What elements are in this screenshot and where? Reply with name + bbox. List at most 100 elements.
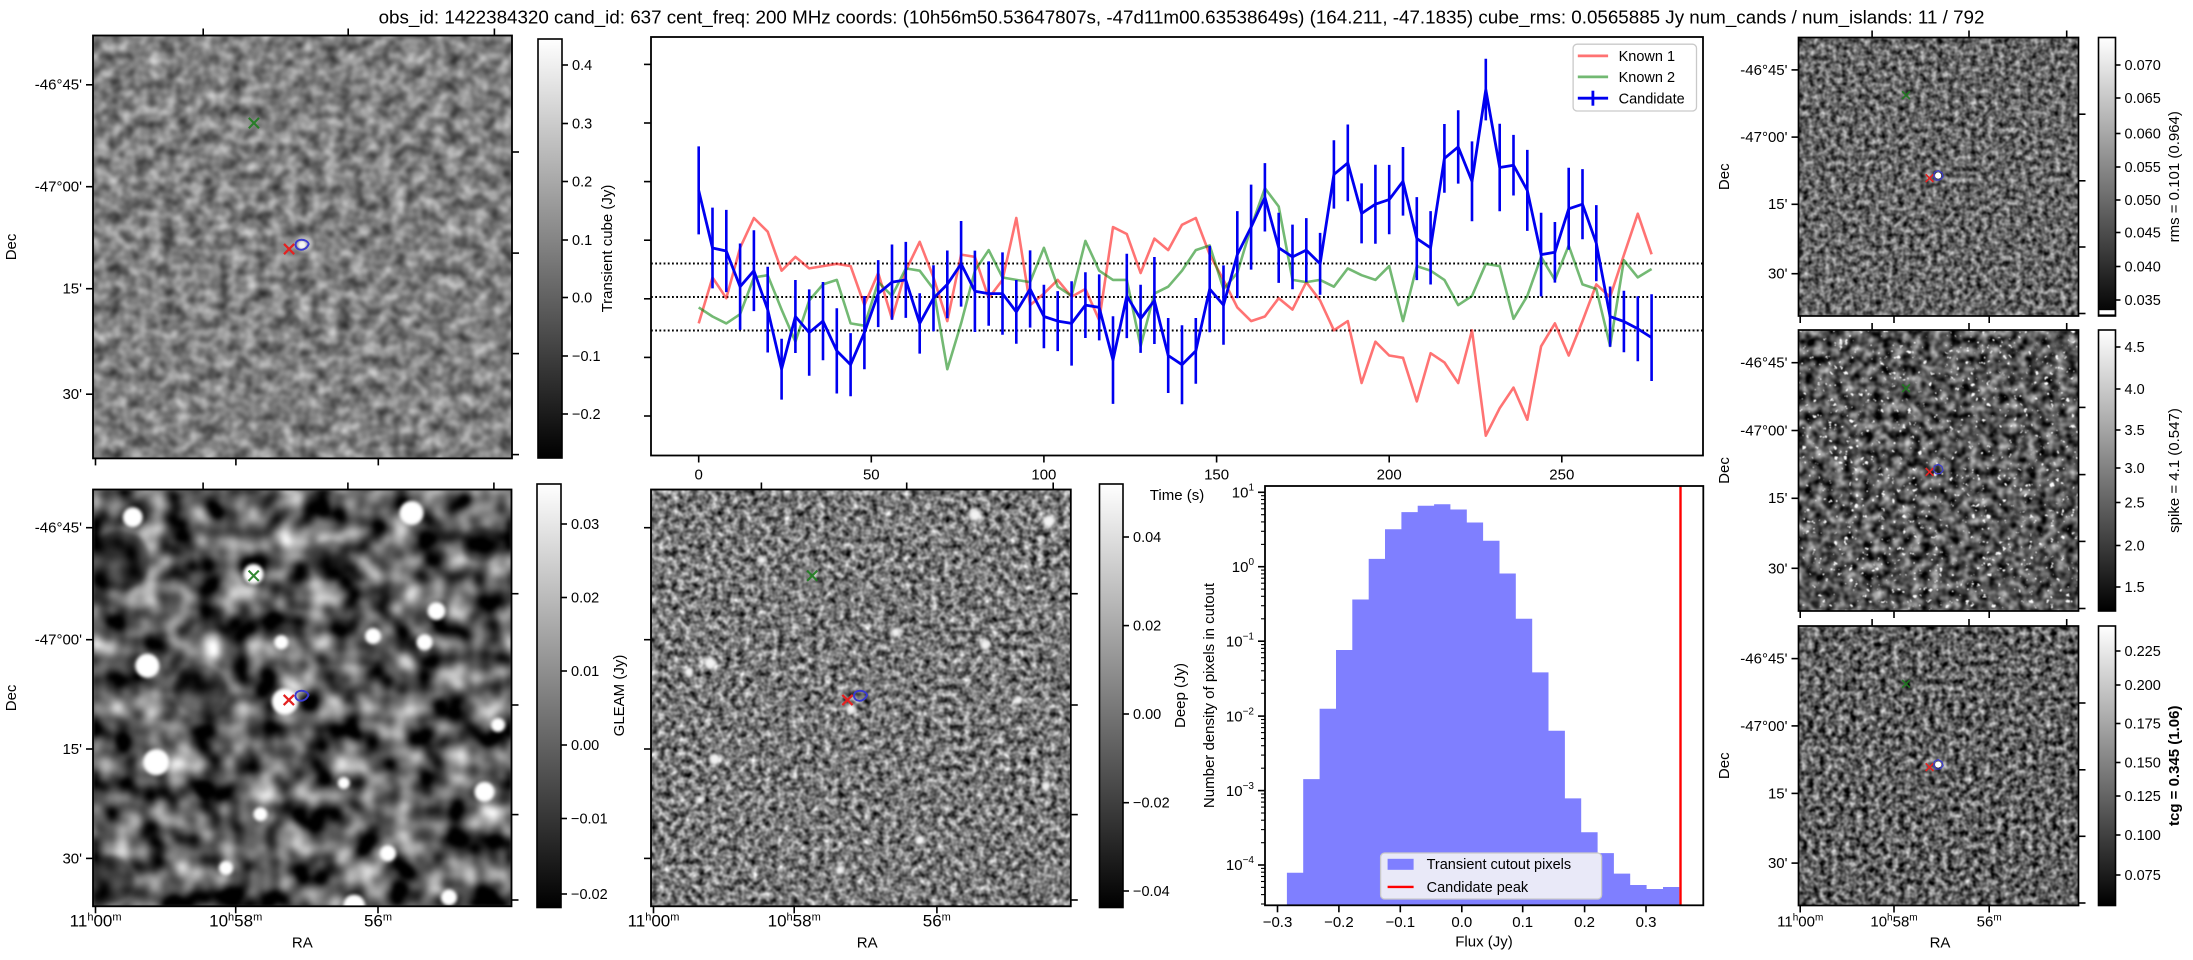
svg-text:Known 1: Known 1 xyxy=(1619,49,1675,65)
svg-text:0.0: 0.0 xyxy=(572,290,592,306)
svg-text:0.050: 0.050 xyxy=(2125,193,2161,209)
svg-text:0.200: 0.200 xyxy=(2125,678,2161,694)
svg-text:0.100: 0.100 xyxy=(2125,828,2161,844)
svg-text:15': 15' xyxy=(62,281,82,298)
svg-text:Flux (Jy): Flux (Jy) xyxy=(1455,934,1513,951)
svg-text:10h58m: 10h58m xyxy=(1870,913,1917,931)
svg-text:0.2: 0.2 xyxy=(1574,914,1595,931)
svg-text:0.125: 0.125 xyxy=(2125,789,2161,805)
svg-text:1.5: 1.5 xyxy=(2125,580,2145,596)
svg-text:3.5: 3.5 xyxy=(2125,423,2145,439)
svg-text:100: 100 xyxy=(1031,466,1056,483)
svg-text:−0.01: −0.01 xyxy=(571,811,608,827)
svg-text:0.075: 0.075 xyxy=(2125,868,2161,884)
svg-text:-47°00': -47°00' xyxy=(1740,718,1787,735)
svg-text:−0.3: −0.3 xyxy=(1263,914,1293,931)
svg-text:-46°45': -46°45' xyxy=(35,520,82,537)
svg-text:−0.02: −0.02 xyxy=(571,887,608,903)
svg-text:0.3: 0.3 xyxy=(572,116,592,132)
svg-text:50: 50 xyxy=(863,466,880,483)
svg-text:-47°00': -47°00' xyxy=(35,632,82,649)
svg-text:0.03: 0.03 xyxy=(571,517,599,533)
svg-text:15': 15' xyxy=(1768,785,1788,802)
svg-text:Known 2: Known 2 xyxy=(1619,70,1675,86)
svg-text:0.00: 0.00 xyxy=(571,738,599,754)
svg-text:11h00m: 11h00m xyxy=(628,912,680,931)
svg-text:Number density of pixels in cu: Number density of pixels in cutout xyxy=(1201,582,1218,808)
svg-text:0.225: 0.225 xyxy=(2125,644,2161,660)
svg-text:0.065: 0.065 xyxy=(2125,91,2161,107)
svg-text:10h58m: 10h58m xyxy=(209,912,262,931)
svg-text:30': 30' xyxy=(1768,560,1788,577)
svg-text:0.040: 0.040 xyxy=(2125,259,2161,275)
svg-text:-46°45': -46°45' xyxy=(1740,651,1787,668)
svg-text:0.070: 0.070 xyxy=(2125,58,2161,74)
svg-text:0.02: 0.02 xyxy=(1133,618,1161,634)
svg-text:0.04: 0.04 xyxy=(1133,530,1161,546)
svg-text:0.035: 0.035 xyxy=(2125,293,2161,309)
svg-text:0.4: 0.4 xyxy=(572,58,592,74)
svg-text:0.045: 0.045 xyxy=(2125,225,2161,241)
svg-text:150: 150 xyxy=(1204,466,1229,483)
svg-text:0.150: 0.150 xyxy=(2125,755,2161,771)
svg-text:30': 30' xyxy=(62,386,82,403)
svg-text:15': 15' xyxy=(1768,196,1788,213)
svg-text:2.0: 2.0 xyxy=(2125,538,2145,554)
svg-text:30': 30' xyxy=(62,850,82,867)
svg-text:-46°45': -46°45' xyxy=(35,77,82,94)
svg-text:0.0: 0.0 xyxy=(1451,914,1472,931)
svg-text:0.060: 0.060 xyxy=(2125,126,2161,142)
svg-text:RA: RA xyxy=(1930,935,1951,952)
svg-text:15': 15' xyxy=(1768,490,1788,507)
svg-text:0.175: 0.175 xyxy=(2125,716,2161,732)
svg-text:0.055: 0.055 xyxy=(2125,160,2161,176)
svg-text:3.0: 3.0 xyxy=(2125,461,2145,477)
svg-text:−0.2: −0.2 xyxy=(572,407,601,423)
svg-text:tcg = 0.345 (1.06): tcg = 0.345 (1.06) xyxy=(2166,706,2183,826)
svg-text:Candidate peak: Candidate peak xyxy=(1427,880,1529,896)
svg-text:0.00: 0.00 xyxy=(1133,707,1161,723)
svg-text:-47°00': -47°00' xyxy=(1740,129,1787,146)
svg-text:15': 15' xyxy=(62,741,82,758)
svg-text:RA: RA xyxy=(292,935,313,952)
svg-text:30': 30' xyxy=(1768,855,1788,872)
svg-text:-46°45': -46°45' xyxy=(1740,355,1787,372)
svg-text:obs_id: 1422384320 cand_id: 63: obs_id: 1422384320 cand_id: 637 cent_fre… xyxy=(379,7,1985,29)
svg-text:-47°00': -47°00' xyxy=(35,179,82,196)
svg-text:0.02: 0.02 xyxy=(571,590,599,606)
svg-text:spike = 4.1 (0.547): spike = 4.1 (0.547) xyxy=(2166,408,2183,533)
svg-text:Dec: Dec xyxy=(1716,457,1733,484)
svg-text:10h58m: 10h58m xyxy=(768,912,821,931)
svg-text:-47°00': -47°00' xyxy=(1740,422,1787,439)
svg-text:Dec: Dec xyxy=(3,684,20,711)
svg-text:Dec: Dec xyxy=(3,233,20,260)
svg-text:11h00m: 11h00m xyxy=(1777,913,1823,931)
svg-text:Transient cube (Jy): Transient cube (Jy) xyxy=(599,185,616,313)
svg-text:0.01: 0.01 xyxy=(571,664,599,680)
svg-text:11h00m: 11h00m xyxy=(70,912,122,931)
svg-text:4.5: 4.5 xyxy=(2125,340,2145,356)
svg-text:Time (s): Time (s) xyxy=(1150,487,1204,504)
svg-text:30': 30' xyxy=(1768,266,1788,283)
svg-text:-46°45': -46°45' xyxy=(1740,62,1787,79)
svg-text:Deep (Jy): Deep (Jy) xyxy=(1172,663,1189,728)
svg-text:250: 250 xyxy=(1549,466,1574,483)
svg-text:−0.2: −0.2 xyxy=(1324,914,1354,931)
svg-text:0.3: 0.3 xyxy=(1636,914,1657,931)
svg-text:−0.04: −0.04 xyxy=(1133,884,1170,900)
svg-text:0.2: 0.2 xyxy=(572,174,592,190)
svg-text:Candidate: Candidate xyxy=(1619,91,1685,107)
svg-text:GLEAM (Jy): GLEAM (Jy) xyxy=(611,655,628,737)
svg-text:rms = 0.101 (0.964): rms = 0.101 (0.964) xyxy=(2166,111,2183,242)
svg-text:0.1: 0.1 xyxy=(572,233,592,249)
svg-text:−0.1: −0.1 xyxy=(572,349,601,365)
svg-text:200: 200 xyxy=(1377,466,1402,483)
svg-text:0: 0 xyxy=(695,466,703,483)
svg-text:0.1: 0.1 xyxy=(1512,914,1533,931)
svg-text:2.5: 2.5 xyxy=(2125,495,2145,511)
svg-text:RA: RA xyxy=(857,935,878,952)
svg-text:Transient cutout pixels: Transient cutout pixels xyxy=(1427,857,1572,873)
svg-text:−0.02: −0.02 xyxy=(1133,796,1170,812)
svg-text:Dec: Dec xyxy=(1716,163,1733,190)
svg-text:4.0: 4.0 xyxy=(2125,382,2145,398)
